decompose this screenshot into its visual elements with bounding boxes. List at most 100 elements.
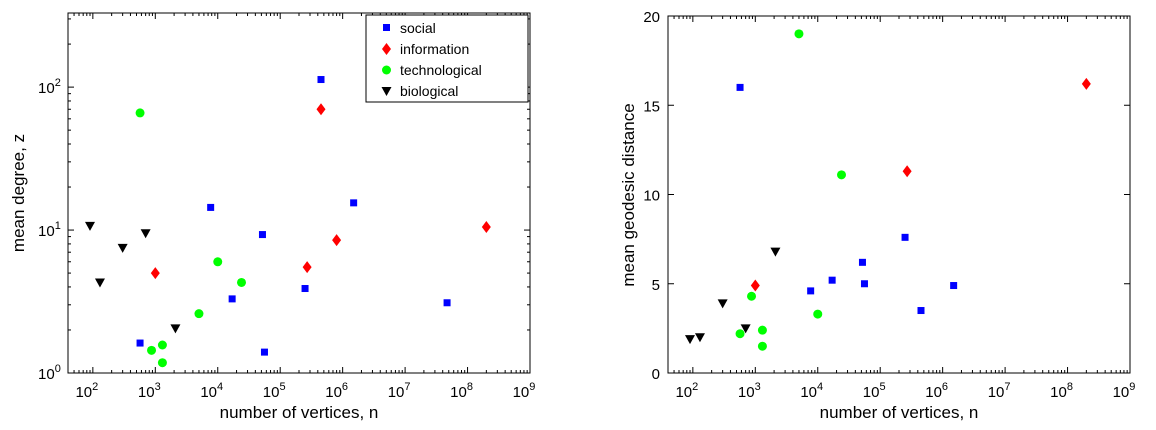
degree-chart: 102 103 104 105 106 107 108 109 100 101 102 number… [9, 12, 535, 422]
degree-point-technological [213, 257, 223, 267]
geodesic-y-tick-label: 5 [652, 277, 660, 294]
geodesic-y-tick-label: 15 [643, 98, 660, 115]
legend-biological-marker [381, 87, 392, 96]
degree-point-information [332, 234, 342, 247]
geodesic-x-tick-label: 102 [675, 381, 698, 401]
legend-information-label: information [400, 41, 469, 57]
degree-y-tick-label: 100 [38, 363, 61, 383]
geodesic-point-technological [735, 329, 745, 339]
legend-information-marker [382, 43, 391, 55]
degree-x-tick-label: 104 [200, 381, 223, 401]
geodesic-point-social [901, 233, 909, 241]
degree-point-biological [140, 229, 151, 239]
geodesic-point-biological [740, 324, 751, 334]
geodesic-plot-frame [667, 15, 1131, 374]
degree-point-social [136, 339, 144, 347]
geodesic-point-technological [794, 29, 804, 39]
geodesic-point-information [902, 165, 912, 178]
geodesic-point-biological [684, 335, 695, 345]
geodesic-point-social [828, 276, 836, 284]
degree-point-technological [147, 345, 157, 355]
degree-point-information [150, 267, 160, 280]
degree-point-technological [157, 358, 167, 368]
geodesic-point-information [750, 279, 760, 292]
geodesic-point-social [917, 307, 925, 315]
degree-point-social [317, 76, 325, 84]
degree-x-tick-label: 103 [138, 381, 161, 401]
geodesic-point-technological [747, 291, 757, 301]
degree-y-axis-label: mean degree, z [9, 134, 28, 252]
degree-point-technological [157, 340, 167, 350]
geodesic-tick-marks [667, 15, 1131, 374]
degree-y-tick-label: 101 [38, 220, 61, 240]
geodesic-point-social [736, 83, 744, 91]
geodesic-x-tick-label: 103 [738, 381, 761, 401]
geodesic-point-social [807, 287, 815, 295]
geodesic-point-biological [770, 247, 781, 257]
legend-item-biological: biological [381, 83, 458, 99]
geodesic-point-biological [694, 333, 705, 343]
geodesic-y-tick-label: 0 [652, 366, 660, 383]
degree-point-technological [236, 277, 246, 287]
legend-technological-label: technological [400, 62, 482, 78]
legend-item-information: information [382, 41, 469, 57]
legend-social-marker [383, 24, 390, 31]
degree-point-technological [135, 108, 145, 118]
legend: social information technological biologi… [365, 14, 529, 103]
degree-y-tick-label: 102 [38, 77, 61, 97]
degree-point-social [258, 231, 266, 239]
geodesic-y-axis-label: mean geodesic distance [619, 103, 638, 286]
degree-point-biological [84, 221, 95, 231]
degree-point-social [207, 203, 215, 211]
degree-point-biological [170, 324, 181, 334]
geodesic-x-tick-label: 104 [800, 381, 823, 401]
geodesic-point-technological [813, 309, 823, 319]
geodesic-y-tick-label: 10 [643, 188, 660, 205]
degree-x-axis-label: number of vertices, n [220, 403, 379, 422]
geodesic-point-technological [757, 341, 767, 351]
geodesic-x-axis-label: number of vertices, n [820, 403, 979, 422]
geodesic-x-tick-label: 105 [863, 381, 886, 401]
legend-social-label: social [400, 20, 436, 36]
degree-data-points [84, 76, 491, 368]
legend-item-technological: technological [382, 62, 482, 78]
degree-x-tick-label: 102 [75, 381, 98, 401]
degree-x-tick-label: 108 [450, 381, 473, 401]
degree-tick-labels: 102 103 104 105 106 107 108 109 100 101 102 [38, 77, 535, 401]
degree-point-social [443, 299, 451, 307]
geodesic-x-tick-label: 106 [925, 381, 948, 401]
degree-x-tick-label: 106 [325, 381, 348, 401]
degree-x-tick-label: 107 [388, 381, 411, 401]
degree-point-social [228, 295, 236, 303]
geodesic-point-technological [836, 170, 846, 180]
geodesic-x-tick-label: 107 [988, 381, 1011, 401]
degree-point-information [481, 221, 491, 234]
geodesic-x-tick-label: 109 [1113, 381, 1136, 401]
degree-point-social [260, 348, 268, 356]
geodesic-tick-labels: 102 103 104 105 106 107 108 109 0 5 10 15 20 [643, 9, 1135, 401]
degree-point-technological [194, 309, 204, 319]
degree-point-biological [117, 243, 128, 253]
degree-point-social [301, 285, 309, 293]
geodesic-point-biological [717, 299, 728, 309]
legend-biological-label: biological [400, 83, 458, 99]
legend-item-social: social [383, 20, 436, 36]
degree-x-tick-label: 109 [513, 381, 536, 401]
geodesic-x-tick-label: 108 [1050, 381, 1073, 401]
degree-point-information [316, 103, 326, 116]
degree-point-information [302, 261, 312, 274]
geodesic-point-social [950, 282, 958, 290]
geodesic-point-social [858, 258, 866, 266]
degree-point-social [350, 199, 358, 207]
legend-technological-marker [382, 65, 391, 75]
geodesic-point-technological [757, 325, 767, 335]
geodesic-point-information [1081, 77, 1091, 90]
geodesic-y-tick-label: 20 [643, 9, 660, 26]
legend-box [365, 14, 529, 103]
geodesic-point-social [860, 280, 868, 288]
geodesic-chart: 102 103 104 105 106 107 108 109 0 5 10 15 20 number … [619, 9, 1135, 422]
degree-point-biological [94, 278, 105, 288]
geodesic-data-points [684, 29, 1091, 351]
degree-x-tick-label: 105 [263, 381, 286, 401]
